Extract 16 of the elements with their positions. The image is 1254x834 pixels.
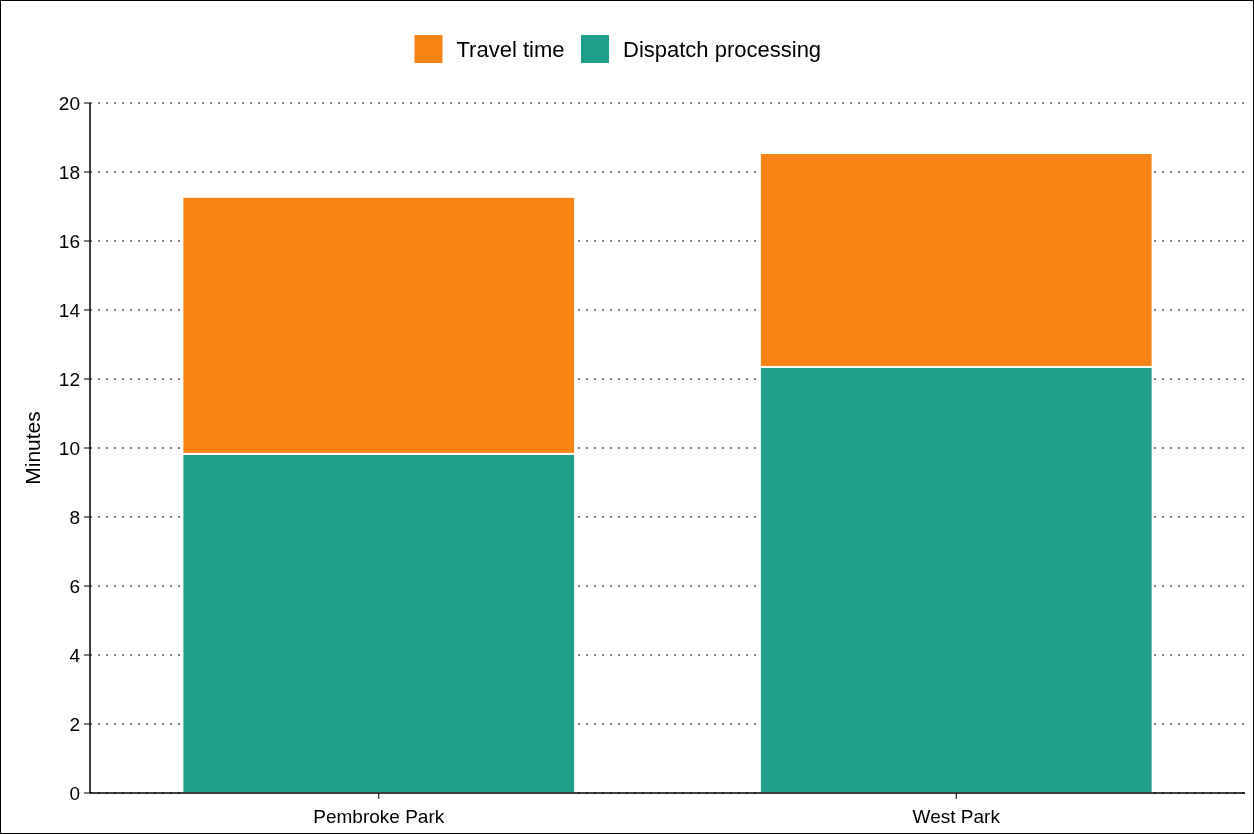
y-tick-label: 16 — [58, 230, 80, 252]
y-tick-label: 4 — [69, 644, 81, 666]
x-tick-label: Pembroke Park — [313, 806, 445, 827]
y-tick-label: 2 — [69, 713, 80, 735]
y-tick-label: 8 — [69, 506, 80, 528]
y-tick-label: 0 — [69, 782, 80, 804]
y-tick-label: 10 — [58, 437, 80, 459]
y-tick-label: 14 — [58, 299, 81, 321]
y-axis-title: Minutes — [21, 411, 44, 485]
legend-label: Travel time — [456, 36, 565, 62]
y-tick-label: 18 — [58, 161, 80, 183]
y-tick-label: 12 — [58, 368, 80, 390]
legend-label: Dispatch processing — [623, 36, 822, 62]
y-tick-label: 20 — [58, 92, 80, 114]
x-tick-label: West Park — [912, 806, 1001, 827]
y-tick-label: 6 — [69, 575, 80, 597]
